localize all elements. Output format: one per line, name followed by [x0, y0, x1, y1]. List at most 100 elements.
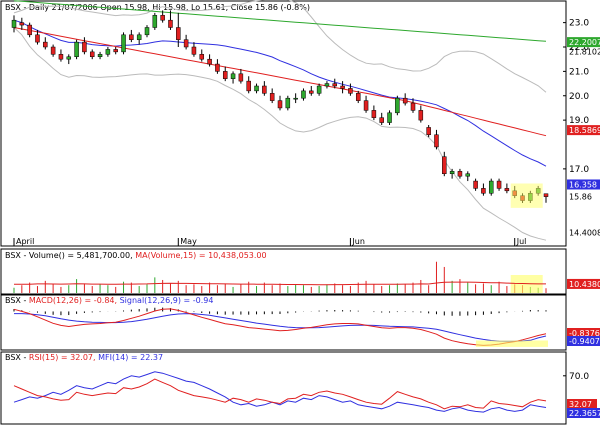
macd-panel-frame [0, 294, 567, 351]
candle-body-11 [97, 54, 103, 57]
candle-body-35 [285, 97, 291, 109]
price-tick-label-5: 17.0 [569, 165, 589, 175]
month-label-2: Jun [351, 237, 365, 246]
rsi-right-tag-1-bg [567, 408, 600, 418]
volume-right-tag: 10.4380 [569, 280, 600, 289]
candle-body-63 [504, 188, 510, 192]
candle-body-45 [363, 100, 369, 111]
rsi-panel-frame [0, 351, 567, 425]
rsi-header-rsi: RSI(15) = 32.07, [29, 353, 98, 362]
ma-short-line [13, 19, 547, 167]
candle-body-31 [254, 85, 259, 92]
candle-body-12 [105, 49, 111, 55]
volume-header-prefix: BSX - [5, 251, 29, 260]
candle-body-18 [152, 15, 158, 28]
volume-ma-line [14, 281, 546, 286]
rsi-line [13, 378, 547, 410]
volume-overlays: 10.4380 [14, 275, 600, 293]
month-label-0: April [16, 237, 34, 246]
candle-body-33 [269, 93, 275, 101]
month-label-3: Jul [516, 237, 527, 246]
candle-body-6 [58, 54, 64, 60]
rsi-panel: BSX - RSI(15) = 32.07, MFI(14) = 22.37 7… [0, 351, 600, 425]
candle-body-0 [11, 19, 17, 28]
volume-header-volume: Volume() = 5,481,700.00, [29, 251, 135, 260]
volume-header: BSX - Volume() = 5,481,700.00, MA(Volume… [5, 251, 267, 260]
candle-body-8 [74, 41, 79, 57]
candle-body-55 [442, 156, 447, 174]
candle-body-14 [121, 34, 126, 53]
candle-body-49 [395, 97, 400, 114]
macd-right-tag-1-bg [567, 336, 600, 346]
candle-body-16 [136, 34, 142, 40]
month-axis: April May Jun Jul [13, 237, 527, 246]
candle-body-58 [465, 173, 471, 177]
price-overlay-label-2-bg [567, 125, 600, 136]
macd-header-prefix: BSX - [5, 296, 29, 305]
candle-body-48 [387, 112, 392, 123]
volume-right-tag-bg [567, 278, 600, 289]
candle-body-23 [191, 46, 197, 55]
candle-body-32 [262, 85, 267, 94]
candle-body-1 [19, 22, 25, 26]
candle-body-34 [277, 100, 283, 109]
candle-body-3 [35, 34, 40, 43]
rsi-lines [13, 371, 547, 413]
price-panel-frame [0, 0, 567, 247]
candle-body-61 [488, 180, 494, 194]
candle-body-47 [379, 117, 384, 123]
bollinger-upper-line [13, 0, 547, 93]
rsi-header-mfi: MFI(14) = 22.37 [98, 353, 163, 362]
candle-body-4 [43, 41, 48, 48]
candle-body-37 [301, 90, 306, 99]
price-tick-label-3: 20.0 [569, 92, 589, 102]
price-overlay-label-5: 14.4008 [569, 228, 600, 237]
candle-body-39 [316, 85, 322, 94]
candle-body-22 [183, 39, 189, 48]
candle-body-43 [348, 88, 353, 94]
candle-body-29 [238, 73, 244, 82]
macd-lines [13, 308, 547, 346]
candle-body-7 [66, 56, 72, 60]
macd-right-tag-0: -0.8376 [569, 329, 600, 338]
rsi-right-tag-0-bg [567, 399, 597, 409]
candle-body-59 [473, 180, 478, 189]
candle-body-5 [50, 46, 56, 55]
month-label-1: May [180, 237, 197, 246]
candle-body-28 [230, 73, 236, 79]
candle-body-57 [457, 171, 463, 177]
rsi-header-prefix: BSX - [5, 353, 29, 362]
macd-overlays: -0.8376-0.940722 [476, 328, 600, 347]
price-title: BSX - Daily 21/07/2006 Open 15.98, Hi 15… [5, 3, 310, 12]
candle-body-50 [402, 97, 408, 104]
candle-body-26 [215, 63, 220, 72]
macd-header-signal: Signal(12,26,9) = -0.94 [120, 296, 214, 305]
candle-body-38 [309, 90, 314, 94]
candle-body-2 [27, 24, 32, 36]
price-tick-label-1: 22.0 [569, 43, 589, 53]
candle-body-13 [113, 49, 118, 53]
candles [11, 0, 549, 241]
candle-body-17 [144, 27, 150, 36]
mfi-line [13, 371, 547, 413]
candle-body-21 [176, 27, 181, 40]
volume-header-ma: MA(Volume,15) = 10,438,053.00 [135, 251, 266, 260]
price-overlay-label-4: 15.86 [569, 193, 592, 202]
ma-medium-line [13, 27, 547, 137]
price-overlay-label-1: 21.8102 [569, 48, 600, 57]
price-overlay-label-0-bg [567, 37, 600, 48]
candle-body-51 [410, 102, 416, 111]
volume-panel: BSX - Volume() = 5,481,700.00, MA(Volume… [0, 248, 600, 295]
candle-body-56 [449, 171, 455, 174]
candle-body-54 [434, 134, 439, 148]
candle-body-40 [324, 83, 330, 87]
price-highlight-box [510, 183, 543, 208]
price-overlay-label-2: 18.5869 [569, 126, 600, 135]
candle-body-46 [371, 110, 377, 118]
price-panel: BSX - Daily 21/07/2006 Open 15.98, Hi 15… [0, 0, 600, 247]
candle-body-10 [89, 51, 95, 57]
